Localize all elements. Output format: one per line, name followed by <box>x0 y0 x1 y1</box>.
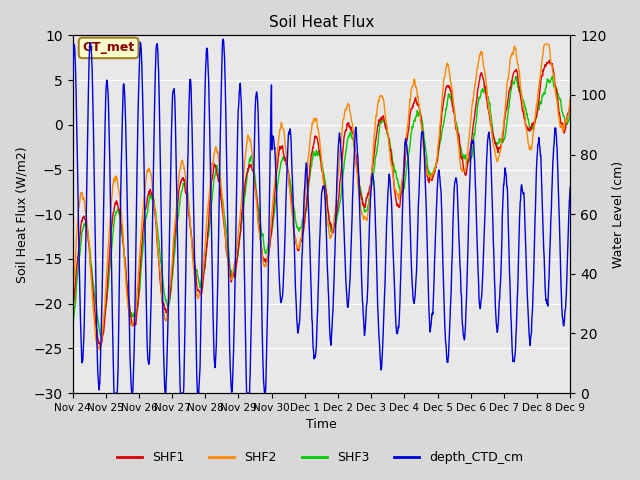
depth_CTD_cm <box>300 210 307 216</box>
SHF2 <box>108 198 115 204</box>
depth_CTD_cm <box>108 235 115 241</box>
Legend: SHF1, SHF2, SHF3, depth_CTD_cm: SHF1, SHF2, SHF3, depth_CTD_cm <box>112 446 528 469</box>
X-axis label: Time: Time <box>306 419 337 432</box>
SHF1 <box>545 58 553 63</box>
depth_CTD_cm <box>110 390 118 396</box>
depth_CTD_cm <box>353 131 360 137</box>
Line: SHF2: SHF2 <box>72 44 570 350</box>
SHF2 <box>352 163 360 169</box>
SHF3 <box>291 207 298 213</box>
SHF3 <box>566 112 574 118</box>
depth_CTD_cm <box>68 81 76 87</box>
SHF3 <box>280 156 288 161</box>
depth_CTD_cm <box>128 388 136 394</box>
depth_CTD_cm <box>219 36 227 42</box>
depth_CTD_cm <box>291 260 298 266</box>
SHF1 <box>291 232 298 238</box>
Title: Soil Heat Flux: Soil Heat Flux <box>269 15 374 30</box>
Line: SHF1: SHF1 <box>72 60 570 347</box>
SHF1 <box>566 97 574 103</box>
SHF2 <box>68 296 76 301</box>
SHF1 <box>108 226 115 232</box>
Y-axis label: Water Level (cm): Water Level (cm) <box>612 161 625 268</box>
SHF2 <box>96 347 104 353</box>
depth_CTD_cm <box>566 184 574 190</box>
SHF3 <box>548 73 556 79</box>
SHF3 <box>128 313 136 319</box>
SHF3 <box>352 155 360 160</box>
SHF3 <box>108 250 115 255</box>
Y-axis label: Soil Heat Flux (W/m2): Soil Heat Flux (W/m2) <box>15 146 28 283</box>
SHF2 <box>280 129 288 135</box>
SHF1 <box>352 153 360 159</box>
SHF3 <box>300 217 307 223</box>
SHF2 <box>128 321 136 327</box>
Line: SHF3: SHF3 <box>72 76 570 336</box>
SHF2 <box>541 41 548 47</box>
depth_CTD_cm <box>280 252 288 258</box>
SHF3 <box>68 326 76 332</box>
SHF3 <box>97 333 105 339</box>
SHF1 <box>280 154 288 159</box>
SHF1 <box>128 320 136 325</box>
SHF2 <box>300 216 307 221</box>
SHF2 <box>291 229 298 235</box>
SHF1 <box>68 312 76 318</box>
SHF1 <box>300 228 307 234</box>
Text: GT_met: GT_met <box>83 41 135 54</box>
SHF2 <box>566 95 574 101</box>
SHF1 <box>97 344 104 350</box>
Line: depth_CTD_cm: depth_CTD_cm <box>72 39 570 393</box>
